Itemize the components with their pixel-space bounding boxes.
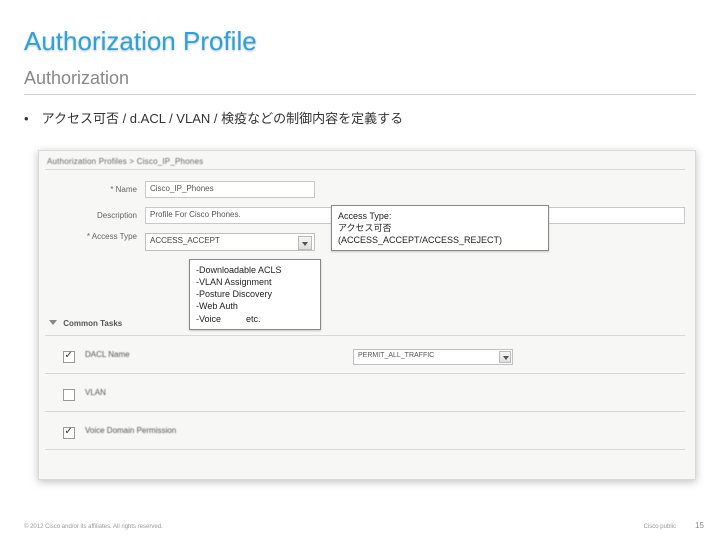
name-label: * Name — [57, 185, 137, 194]
chevron-down-icon[interactable] — [298, 236, 312, 250]
annot-line: -Downloadable ACLS — [196, 264, 314, 276]
vlan-checkbox[interactable] — [63, 389, 75, 401]
annot-line: Access Type: — [338, 210, 542, 222]
bullet-dot: • — [24, 111, 38, 126]
title-divider — [24, 94, 696, 95]
divider — [45, 335, 685, 336]
access-type-label: * Access Type — [57, 233, 137, 242]
common-tasks-header[interactable]: Common Tasks — [49, 319, 122, 328]
bullet-content: アクセス可否 / d.ACL / VLAN / 検疫などの制御内容を定義する — [42, 111, 403, 126]
annotation-common-tasks: -Downloadable ACLS -VLAN Assignment -Pos… — [189, 259, 321, 330]
access-type-value: ACCESS_ACCEPT — [150, 236, 220, 245]
description-label: Description — [57, 211, 137, 220]
annot-line: (ACCESS_ACCEPT/ACCESS_REJECT) — [338, 234, 542, 246]
chevron-down-icon[interactable] — [499, 351, 511, 363]
bullet-text: • アクセス可否 / d.ACL / VLAN / 検疫などの制御内容を定義する — [24, 108, 403, 127]
voice-label: Voice Domain Permission — [85, 426, 176, 435]
dacl-checkbox[interactable] — [63, 351, 75, 363]
page-number: 15 — [695, 521, 704, 530]
divider — [45, 411, 685, 412]
breadcrumb: Authorization Profiles > Cisco_IP_Phones — [47, 157, 203, 166]
vlan-label: VLAN — [85, 388, 106, 397]
ise-screenshot: Authorization Profiles > Cisco_IP_Phones… — [38, 150, 696, 480]
divider — [45, 449, 685, 450]
name-input[interactable]: Cisco_IP_Phones — [145, 181, 315, 198]
slide: Authorization Profile Authorization • アク… — [0, 0, 720, 540]
annotation-access-type: Access Type: アクセス可否 (ACCESS_ACCEPT/ACCES… — [331, 205, 549, 251]
dacl-label: DACL Name — [85, 350, 130, 359]
dacl-select[interactable]: PERMIT_ALL_TRAFFIC — [353, 349, 513, 365]
annot-line: -Web Auth — [196, 300, 314, 312]
footer-copyright: © 2012 Cisco and/or its affiliates. All … — [24, 524, 163, 530]
annot-line: -Voice etc. — [196, 313, 314, 325]
chevron-down-icon — [49, 320, 57, 325]
access-type-select[interactable]: ACCESS_ACCEPT — [145, 233, 315, 251]
voice-checkbox[interactable] — [63, 427, 75, 439]
footer-classification: Cisco public — [644, 524, 676, 530]
page-title: Authorization Profile — [24, 26, 257, 57]
page-subtitle: Authorization — [24, 68, 129, 89]
divider — [45, 169, 685, 170]
divider — [45, 373, 685, 374]
annot-line: -VLAN Assignment — [196, 276, 314, 288]
annot-line: アクセス可否 — [338, 222, 542, 234]
annot-line: -Posture Discovery — [196, 288, 314, 300]
